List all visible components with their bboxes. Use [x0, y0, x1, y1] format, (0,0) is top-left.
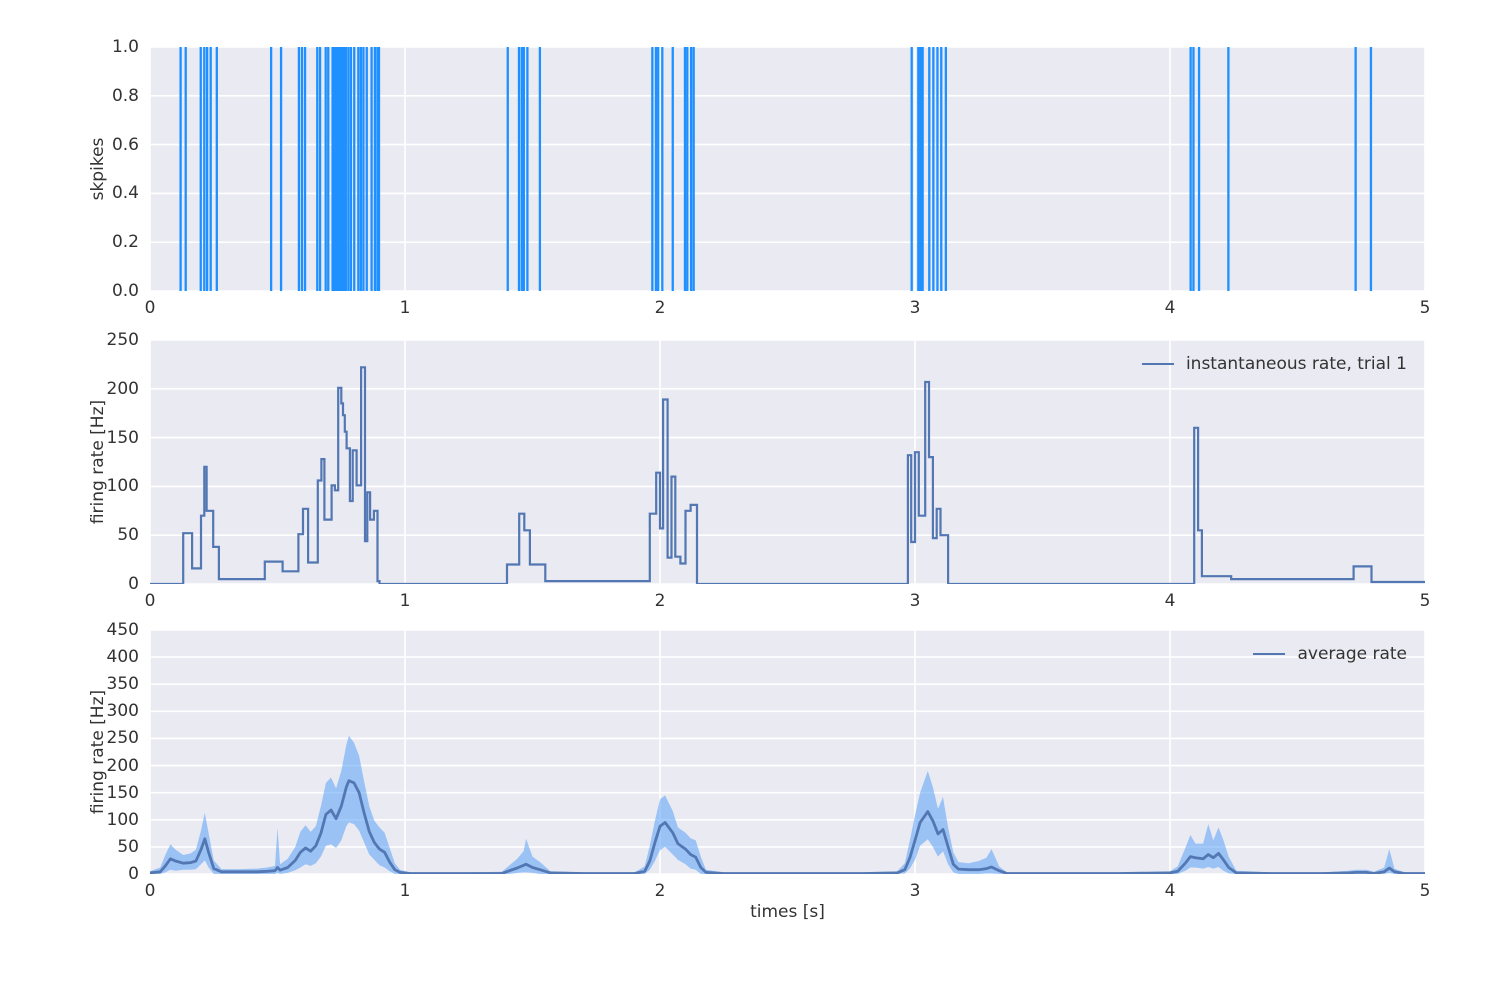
y-tick-label: 350 — [106, 674, 139, 695]
panel-spike-raster: skpikes 0 1 2 3 4 5 0.0 0.2 0.4 0.6 0.8 1.0 — [88, 37, 1430, 318]
x-tick-label: 0 — [144, 591, 156, 611]
x-tick-label: 2 — [654, 298, 666, 318]
x-tick-label: 4 — [1164, 591, 1176, 611]
y-tick-label: 0 — [128, 864, 139, 884]
y-tick-label: 250 — [106, 728, 139, 749]
instantaneous-rate-plot — [150, 340, 1425, 584]
x-tick-label: 2 — [654, 591, 666, 611]
y-tick-label: 150 — [106, 782, 139, 803]
legend-average-rate: average rate — [1249, 642, 1411, 666]
legend-line-icon — [1141, 363, 1174, 365]
panel-average-rate: firing rate [Hz] average rate times [s] … — [88, 620, 1430, 922]
x-tick-label: 5 — [1419, 881, 1431, 901]
y-tick-label: 100 — [106, 476, 139, 497]
y-tick-label: 50 — [117, 836, 139, 857]
x-tick-label: 0 — [144, 881, 156, 901]
y-axis-label-firing-rate-2: firing rate [Hz] — [88, 689, 108, 815]
x-tick-label: 1 — [399, 591, 411, 611]
y-tick-label: 200 — [106, 755, 139, 776]
x-tick-label: 5 — [1419, 298, 1431, 318]
x-tick-label: 0 — [144, 298, 156, 318]
y-axis-label-firing-rate-1: firing rate [Hz] — [88, 399, 108, 525]
y-tick-label: 50 — [117, 525, 139, 546]
y-tick-label: 150 — [106, 427, 139, 448]
y-tick-label: 0 — [128, 574, 139, 594]
y-tick-label: 200 — [106, 378, 139, 399]
x-tick-label: 3 — [909, 591, 921, 611]
y-tick-label: 0.0 — [111, 281, 139, 301]
panel-instantaneous-rate: firing rate [Hz] instantaneous rate, tri… — [88, 330, 1430, 611]
legend-instantaneous-rate: instantaneous rate, trial 1 — [1138, 352, 1411, 376]
legend-label: average rate — [1297, 644, 1407, 664]
spike-raster-plot — [150, 47, 1425, 291]
y-tick-label: 0.6 — [111, 134, 139, 155]
x-tick-label: 4 — [1164, 881, 1176, 901]
y-tick-label: 0.2 — [111, 232, 139, 253]
x-tick-label: 3 — [909, 298, 921, 318]
y-tick-label: 300 — [106, 701, 139, 722]
y-tick-label: 450 — [106, 620, 139, 640]
x-tick-label: 5 — [1419, 591, 1431, 611]
x-tick-label: 1 — [399, 881, 411, 901]
y-tick-label: 400 — [106, 647, 139, 668]
x-tick-label: 1 — [399, 298, 411, 318]
y-tick-label: 250 — [106, 330, 139, 350]
legend-label: instantaneous rate, trial 1 — [1185, 354, 1407, 374]
x-axis-label: times [s] — [750, 902, 825, 922]
average-rate-plot — [150, 630, 1425, 874]
x-tick-label: 4 — [1164, 298, 1176, 318]
x-tick-label: 2 — [654, 881, 666, 901]
y-tick-label: 1.0 — [111, 37, 139, 57]
legend-line-icon — [1253, 653, 1286, 655]
y-tick-label: 0.8 — [111, 85, 139, 106]
y-tick-label: 100 — [106, 809, 139, 830]
y-axis-label-spikes: skpikes — [88, 137, 108, 201]
x-tick-label: 3 — [909, 881, 921, 901]
y-tick-label: 0.4 — [111, 183, 139, 204]
